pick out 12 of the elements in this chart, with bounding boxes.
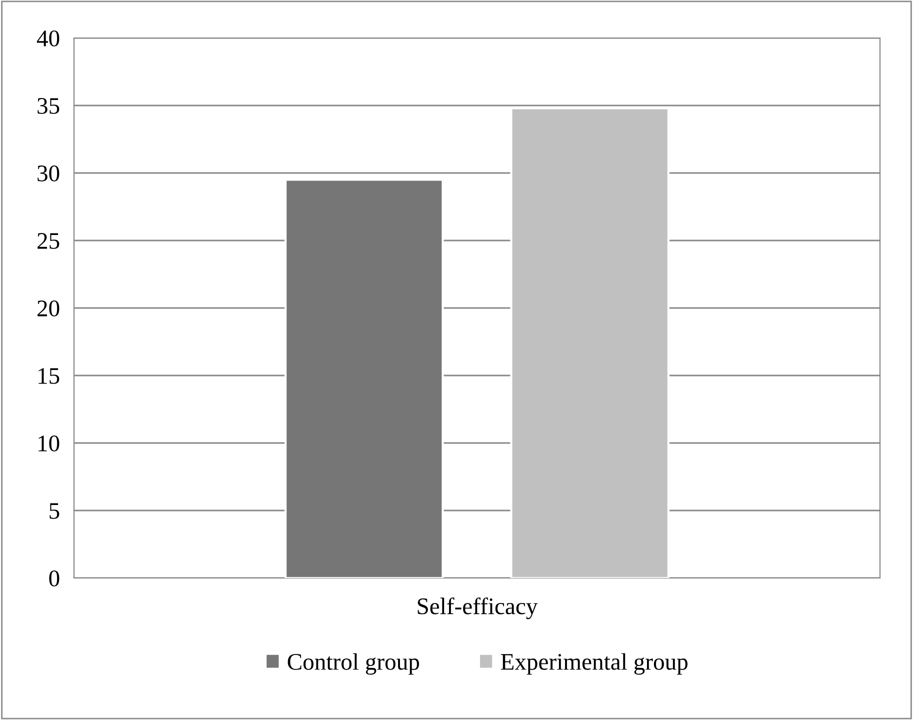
y-tick-label: 0 (49, 570, 60, 586)
y-tick-label: 25 (38, 233, 60, 249)
y-tick-label: 30 (38, 165, 60, 182)
y-tick-label: 40 (36, 30, 60, 46)
y-tick-label: 5 (50, 503, 60, 519)
legend-label: Control group (288, 653, 420, 675)
y-tick-label: 20 (38, 300, 60, 316)
y-tick-label: 10 (38, 435, 60, 452)
y-tick-label: 15 (38, 368, 60, 384)
x-tick-label: Self-efficacy (418, 597, 538, 620)
y-tick-label: 35 (38, 98, 60, 114)
legend-label: Experimental group (500, 653, 688, 675)
